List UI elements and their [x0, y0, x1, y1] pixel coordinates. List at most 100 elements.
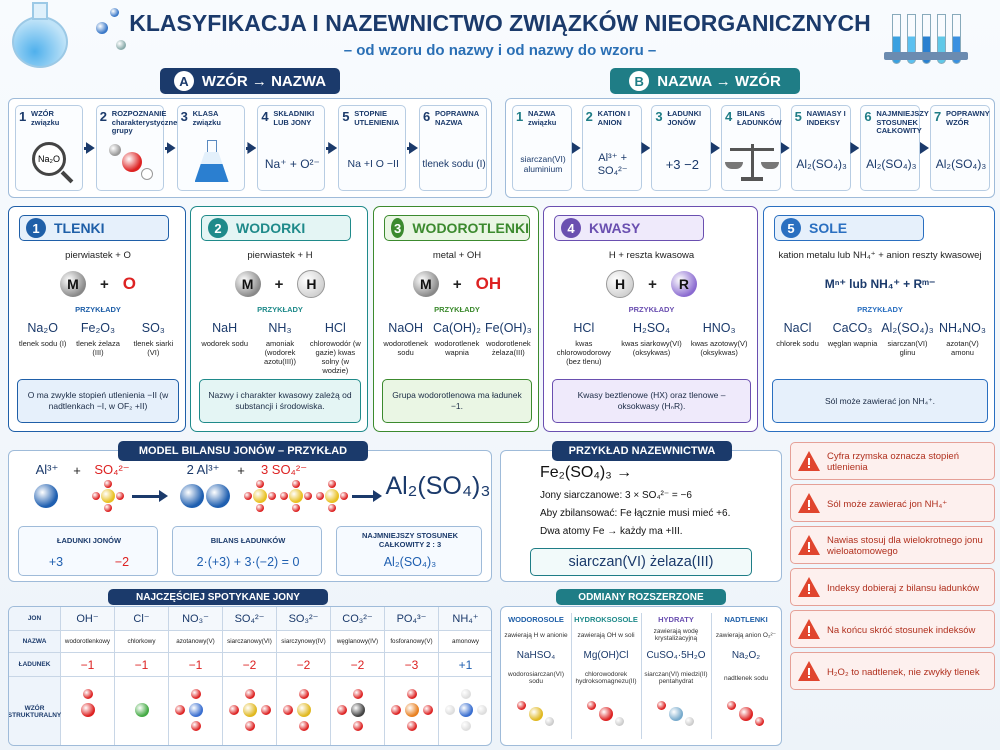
- step-number: 6: [423, 109, 431, 124]
- naming-line: Dwa atomy Fe → każdy ma +III.: [540, 526, 683, 537]
- step-label: NAJMNIEJSZY STOSUNEK CAŁKOWITY: [876, 109, 929, 136]
- atom: [727, 701, 736, 710]
- model-result: Al₂(SO₄)₃: [385, 471, 491, 500]
- example-formula: HCl: [324, 321, 346, 335]
- extended-item-name: chlorowodorek hydroksomagnezu(II): [575, 671, 637, 685]
- magnifier: Na₂O: [32, 142, 66, 176]
- example-formula: NaH: [212, 321, 238, 335]
- ion-name: chlorkowy: [115, 631, 169, 653]
- ion-name: wodorotlenkowy: [61, 631, 115, 653]
- ion-label: Al³⁺: [35, 462, 59, 477]
- step-label: NAWIASY I INDEKSY: [806, 109, 846, 127]
- test-tube: [907, 14, 916, 64]
- test-tube: [937, 14, 946, 64]
- arrow-head: [373, 490, 382, 502]
- naming-formula: Fe₂(SO₄)₃ →: [540, 464, 633, 481]
- section-title: WZÓR → NAZWA: [201, 72, 327, 90]
- example-name: tlenek siarki (VI): [133, 339, 174, 357]
- atom: [253, 489, 267, 503]
- warning-icon-dot: [808, 634, 810, 636]
- atom: [459, 703, 473, 717]
- step-number: 5: [342, 109, 350, 124]
- naming-title: PRZYKŁAD NAZEWNICTWA: [552, 441, 732, 461]
- class-note: Grupa wodorotlenowa ma ładunek −1.: [382, 379, 532, 423]
- examples-label: PRZYKŁADY: [75, 304, 121, 314]
- ion-charge: −1: [115, 653, 169, 677]
- extended-item-name: wodorosiarczan(VI) sodu: [508, 671, 564, 685]
- naming-line: Jony siarczanowe: 3 × SO₄²⁻ = −6: [540, 490, 692, 501]
- scale-base: [741, 177, 763, 181]
- step-content: Na⁺ + O²⁻: [264, 157, 320, 171]
- example-name: kwas chlorowodorowy (bez tlenu): [556, 339, 611, 366]
- atom: [261, 705, 271, 715]
- atom: [461, 721, 471, 731]
- atom: [256, 480, 264, 488]
- atom: [353, 721, 363, 731]
- step-content: siarczan(VI) aluminium: [520, 154, 566, 174]
- atom: [299, 721, 309, 731]
- section-header: A WZÓR → NAZWA: [160, 68, 340, 94]
- step: 4 BILANS ŁADUNKÓW: [721, 105, 782, 191]
- arrow-head: [920, 142, 929, 154]
- warning: H₂O₂ to nadtlenek, nie zwykły tlenek: [790, 652, 995, 690]
- warning-text: Cyfra rzymska oznacza stopień utlenienia: [827, 451, 959, 473]
- atom: [353, 689, 363, 699]
- arrow-head: [571, 142, 581, 154]
- model-box-value: Al₂(SO₄)₃: [383, 555, 437, 569]
- atom: [245, 721, 255, 731]
- section-badge: A: [173, 71, 194, 91]
- atom: [297, 703, 311, 717]
- scheme-plus: +: [648, 275, 657, 293]
- model-box-value: −2: [114, 555, 130, 569]
- atom: [244, 492, 252, 500]
- step-number: 3: [655, 109, 663, 124]
- extended-item-formula: NaHSO₄: [516, 649, 556, 661]
- atom: [587, 701, 596, 710]
- warning-icon-dot: [808, 550, 810, 552]
- model-box-title: ŁADUNKI JONÓW: [56, 535, 122, 545]
- step-label: POPRAWNY WZÓR: [946, 109, 990, 127]
- arrow-head: [166, 142, 176, 154]
- atom: [477, 705, 487, 715]
- ion-label: SO₄²⁻: [94, 462, 130, 477]
- step-number: 6: [864, 109, 872, 124]
- example-formula: NH₃: [268, 321, 292, 335]
- example-formula: Ca(OH)₂: [433, 321, 481, 335]
- ion-charge: −1: [169, 653, 223, 677]
- flask-icon: [12, 16, 68, 68]
- class-card: 4 KWASY H + reszta kwasowa H + R PRZYKŁADY HCl k…: [543, 206, 758, 432]
- warning-icon-mark: [808, 500, 810, 507]
- warning-text: Nawias stosuj dla wielokrotnego jonu wie…: [827, 535, 983, 557]
- arrow-head: [641, 142, 651, 154]
- extended-item-formula: Mg(OH)Cl: [583, 649, 629, 661]
- ion-cell: Cl⁻: [115, 607, 169, 631]
- ion-charge: −2: [277, 653, 331, 677]
- step: 2 KATION I ANION Al³⁺ + SO₄²⁻: [581, 105, 642, 191]
- atom: [92, 492, 100, 500]
- example-formula: CaCO₃: [832, 321, 873, 335]
- examples-label: PRZYKŁADY: [628, 304, 675, 314]
- atom: [135, 703, 149, 717]
- structure-cell: [115, 677, 169, 745]
- extended-item-title: WODOROSOLE: [508, 614, 564, 624]
- class-description: kation metalu lub NH₄⁺ + anion reszty kw…: [778, 249, 982, 261]
- examples-label: PRZYKŁADY: [857, 304, 903, 314]
- section-box: 1 WZÓR związku Na₂O 2 ROZPOZNANIE charaktery…: [8, 98, 492, 198]
- arrow-head: [159, 490, 168, 502]
- example-name: wodorek sodu: [201, 339, 249, 348]
- example-name: kwas azotowy(V) (oksykwas): [690, 339, 748, 357]
- extended-item-name: siarczan(VI) miedzi(II) pentahydrat: [644, 671, 708, 685]
- step-content: Al³⁺ + SO₄²⁻: [597, 152, 628, 177]
- extended-item-title: HYDROKSOSOLE: [574, 614, 638, 624]
- step-label: WZÓR związku: [31, 109, 60, 127]
- step-number: 1: [19, 109, 27, 124]
- page-subtitle: – od wzoru do nazwy i od nazwy do wzoru …: [343, 41, 657, 59]
- atom: [599, 707, 613, 721]
- atom: [669, 707, 683, 721]
- step-content: +3 −2: [665, 156, 699, 172]
- example-name: siarczan(VI) glinu: [887, 339, 928, 357]
- scheme-symbol: H: [297, 270, 326, 298]
- atom: [180, 484, 204, 508]
- class-title: TLENKI: [54, 220, 105, 236]
- divider: [571, 613, 572, 739]
